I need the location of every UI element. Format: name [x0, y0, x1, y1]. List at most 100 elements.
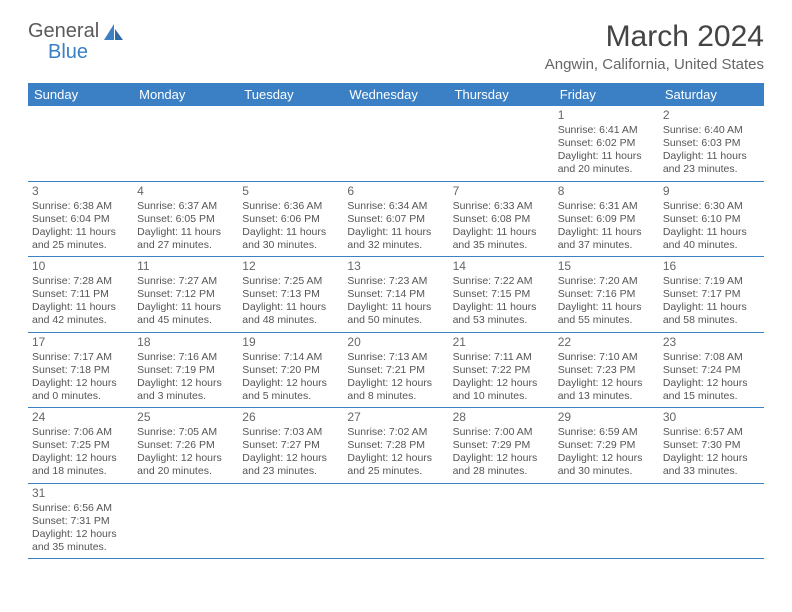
sunset-line: Sunset: 7:21 PM [347, 364, 444, 377]
day-number: 26 [242, 410, 339, 425]
daylight-line: Daylight: 12 hours and 15 minutes. [663, 377, 760, 403]
day-number: 23 [663, 335, 760, 350]
calendar-day: 8Sunrise: 6:31 AMSunset: 6:09 PMDaylight… [554, 181, 659, 257]
day-number: 2 [663, 108, 760, 123]
sunrise-line: Sunrise: 7:10 AM [558, 351, 655, 364]
day-number: 16 [663, 259, 760, 274]
sunset-line: Sunset: 7:15 PM [453, 288, 550, 301]
day-number: 13 [347, 259, 444, 274]
sunrise-line: Sunrise: 6:41 AM [558, 124, 655, 137]
daylight-line: Daylight: 11 hours and 53 minutes. [453, 301, 550, 327]
daylight-line: Daylight: 11 hours and 45 minutes. [137, 301, 234, 327]
day-number: 29 [558, 410, 655, 425]
daylight-line: Daylight: 12 hours and 8 minutes. [347, 377, 444, 403]
sunrise-line: Sunrise: 7:28 AM [32, 275, 129, 288]
day-number: 4 [137, 184, 234, 199]
sunrise-line: Sunrise: 6:31 AM [558, 200, 655, 213]
calendar-empty [554, 483, 659, 559]
calendar-week: 24Sunrise: 7:06 AMSunset: 7:25 PMDayligh… [28, 408, 764, 484]
sunset-line: Sunset: 7:16 PM [558, 288, 655, 301]
day-number: 12 [242, 259, 339, 274]
sunrise-line: Sunrise: 7:16 AM [137, 351, 234, 364]
day-number: 11 [137, 259, 234, 274]
sunrise-line: Sunrise: 7:14 AM [242, 351, 339, 364]
day-number: 5 [242, 184, 339, 199]
daylight-line: Daylight: 11 hours and 58 minutes. [663, 301, 760, 327]
day-number: 30 [663, 410, 760, 425]
sunrise-line: Sunrise: 6:37 AM [137, 200, 234, 213]
sunrise-line: Sunrise: 7:05 AM [137, 426, 234, 439]
sunset-line: Sunset: 7:28 PM [347, 439, 444, 452]
daylight-line: Daylight: 11 hours and 27 minutes. [137, 226, 234, 252]
sunset-line: Sunset: 7:25 PM [32, 439, 129, 452]
sunset-line: Sunset: 6:09 PM [558, 213, 655, 226]
location-text: Angwin, California, United States [545, 56, 764, 73]
day-number: 8 [558, 184, 655, 199]
calendar-day: 12Sunrise: 7:25 AMSunset: 7:13 PMDayligh… [238, 257, 343, 333]
sunset-line: Sunset: 7:14 PM [347, 288, 444, 301]
calendar-day: 7Sunrise: 6:33 AMSunset: 6:08 PMDaylight… [449, 181, 554, 257]
sunset-line: Sunset: 6:03 PM [663, 137, 760, 150]
calendar-day: 18Sunrise: 7:16 AMSunset: 7:19 PMDayligh… [133, 332, 238, 408]
daylight-line: Daylight: 11 hours and 25 minutes. [32, 226, 129, 252]
daylight-line: Daylight: 11 hours and 30 minutes. [242, 226, 339, 252]
calendar-day: 30Sunrise: 6:57 AMSunset: 7:30 PMDayligh… [659, 408, 764, 484]
sunrise-line: Sunrise: 7:02 AM [347, 426, 444, 439]
sunset-line: Sunset: 6:10 PM [663, 213, 760, 226]
calendar-day: 4Sunrise: 6:37 AMSunset: 6:05 PMDaylight… [133, 181, 238, 257]
daylight-line: Daylight: 11 hours and 42 minutes. [32, 301, 129, 327]
day-number: 6 [347, 184, 444, 199]
sunrise-line: Sunrise: 7:27 AM [137, 275, 234, 288]
calendar-empty [28, 106, 133, 181]
calendar-day: 21Sunrise: 7:11 AMSunset: 7:22 PMDayligh… [449, 332, 554, 408]
daylight-line: Daylight: 12 hours and 18 minutes. [32, 452, 129, 478]
day-header: Friday [554, 83, 659, 106]
sunset-line: Sunset: 7:19 PM [137, 364, 234, 377]
calendar-day: 9Sunrise: 6:30 AMSunset: 6:10 PMDaylight… [659, 181, 764, 257]
day-number: 21 [453, 335, 550, 350]
sunset-line: Sunset: 7:30 PM [663, 439, 760, 452]
sunrise-line: Sunrise: 6:38 AM [32, 200, 129, 213]
sunrise-line: Sunrise: 6:33 AM [453, 200, 550, 213]
day-number: 9 [663, 184, 760, 199]
daylight-line: Daylight: 11 hours and 48 minutes. [242, 301, 339, 327]
sunset-line: Sunset: 7:26 PM [137, 439, 234, 452]
calendar-day: 3Sunrise: 6:38 AMSunset: 6:04 PMDaylight… [28, 181, 133, 257]
sunset-line: Sunset: 7:29 PM [558, 439, 655, 452]
daylight-line: Daylight: 12 hours and 13 minutes. [558, 377, 655, 403]
calendar-table: SundayMondayTuesdayWednesdayThursdayFrid… [28, 83, 764, 559]
daylight-line: Daylight: 11 hours and 32 minutes. [347, 226, 444, 252]
sunset-line: Sunset: 7:22 PM [453, 364, 550, 377]
sunrise-line: Sunrise: 7:19 AM [663, 275, 760, 288]
sunset-line: Sunset: 7:11 PM [32, 288, 129, 301]
sunset-line: Sunset: 7:23 PM [558, 364, 655, 377]
sunset-line: Sunset: 7:20 PM [242, 364, 339, 377]
day-header: Thursday [449, 83, 554, 106]
sunrise-line: Sunrise: 7:22 AM [453, 275, 550, 288]
sunset-line: Sunset: 6:05 PM [137, 213, 234, 226]
sunrise-line: Sunrise: 6:56 AM [32, 502, 129, 515]
day-header: Tuesday [238, 83, 343, 106]
calendar-empty [343, 106, 448, 181]
day-number: 3 [32, 184, 129, 199]
sunset-line: Sunset: 7:31 PM [32, 515, 129, 528]
sunset-line: Sunset: 7:18 PM [32, 364, 129, 377]
calendar-day: 26Sunrise: 7:03 AMSunset: 7:27 PMDayligh… [238, 408, 343, 484]
sunset-line: Sunset: 7:24 PM [663, 364, 760, 377]
calendar-empty [133, 106, 238, 181]
calendar-day: 19Sunrise: 7:14 AMSunset: 7:20 PMDayligh… [238, 332, 343, 408]
daylight-line: Daylight: 12 hours and 20 minutes. [137, 452, 234, 478]
sunrise-line: Sunrise: 7:06 AM [32, 426, 129, 439]
sunset-line: Sunset: 7:12 PM [137, 288, 234, 301]
day-number: 18 [137, 335, 234, 350]
sunrise-line: Sunrise: 7:11 AM [453, 351, 550, 364]
daylight-line: Daylight: 12 hours and 30 minutes. [558, 452, 655, 478]
sunset-line: Sunset: 6:04 PM [32, 213, 129, 226]
calendar-day: 13Sunrise: 7:23 AMSunset: 7:14 PMDayligh… [343, 257, 448, 333]
sunrise-line: Sunrise: 6:59 AM [558, 426, 655, 439]
day-number: 17 [32, 335, 129, 350]
logo-text-1: General [28, 20, 99, 43]
day-header: Wednesday [343, 83, 448, 106]
daylight-line: Daylight: 12 hours and 5 minutes. [242, 377, 339, 403]
day-number: 19 [242, 335, 339, 350]
